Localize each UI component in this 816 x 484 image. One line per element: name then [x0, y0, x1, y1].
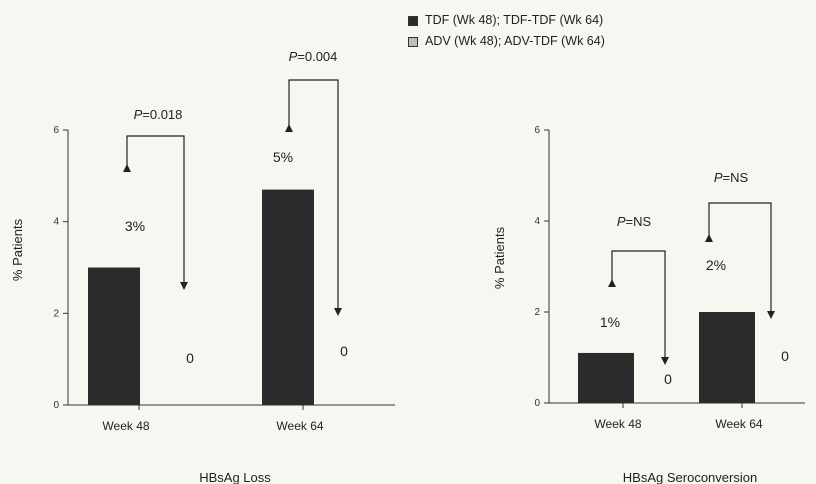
loss-y-tick-label: 2: [53, 308, 59, 319]
loss-p-value-label: P=0.018: [134, 107, 183, 122]
seroconversion-data-label-tdf: 1%: [600, 314, 620, 330]
seroconversion-bar-tdf: [699, 312, 755, 403]
legend-label-adv: ADV (Wk 48); ADV-TDF (Wk 64): [425, 34, 605, 48]
seroconversion-significance-bracket: [705, 202, 775, 319]
seroconversion-p-value-label: P=NS: [714, 170, 749, 185]
loss-data-label-adv: 0: [186, 350, 194, 366]
seroconversion-x-tick-label: Week 64: [715, 417, 762, 431]
loss-y-axis-label: % Patients: [10, 218, 25, 281]
seroconversion-y-tick-label: 6: [534, 125, 540, 136]
seroconversion-bar-tdf: [578, 352, 634, 403]
loss-chart-title: HBsAg Loss: [199, 470, 271, 484]
seroconversion-data-label-adv: 0: [781, 348, 789, 364]
legend-item-tdf: TDF (Wk 48); TDF-TDF (Wk 64): [408, 10, 605, 31]
loss-data-label-adv: 0: [340, 343, 348, 359]
seroconversion-y-tick-label: 4: [534, 216, 540, 227]
loss-y-tick-label: 4: [53, 217, 59, 228]
loss-y-tick-label: 6: [53, 125, 59, 136]
legend-swatch-adv: [408, 36, 418, 47]
loss-data-label-tdf: 5%: [273, 149, 293, 165]
seroconversion-p-value-label: P=NS: [617, 214, 652, 229]
seroconversion-y-tick-label: 2: [534, 307, 540, 318]
seroconversion-x-tick-label: Week 48: [594, 417, 641, 431]
legend: TDF (Wk 48); TDF-TDF (Wk 64) ADV (Wk 48)…: [408, 10, 605, 52]
loss-bar-tdf: [88, 267, 140, 405]
seroconversion-data-label-tdf: 2%: [706, 257, 726, 273]
loss-bar-tdf: [262, 189, 314, 405]
legend-label-tdf: TDF (Wk 48); TDF-TDF (Wk 64): [425, 13, 604, 27]
seroconversion-chart-title: HBsAg Seroconversion: [623, 470, 757, 484]
loss-x-tick-label: Week 64: [276, 419, 323, 433]
seroconversion-significance-bracket: [608, 250, 669, 365]
loss-significance-bracket: [285, 79, 342, 316]
seroconversion-y-tick-label: 0: [534, 398, 540, 409]
loss-x-tick-label: Week 48: [102, 419, 149, 433]
legend-item-adv: ADV (Wk 48); ADV-TDF (Wk 64): [408, 31, 605, 52]
seroconversion-data-label-adv: 0: [664, 371, 672, 387]
legend-swatch-tdf: [408, 15, 418, 26]
loss-y-tick-label: 0: [53, 400, 59, 411]
loss-p-value-label: P=0.004: [289, 49, 338, 64]
loss-data-label-tdf: 3%: [125, 218, 145, 234]
seroconversion-y-axis-label: % Patients: [492, 226, 507, 289]
loss-significance-bracket: [123, 135, 188, 290]
